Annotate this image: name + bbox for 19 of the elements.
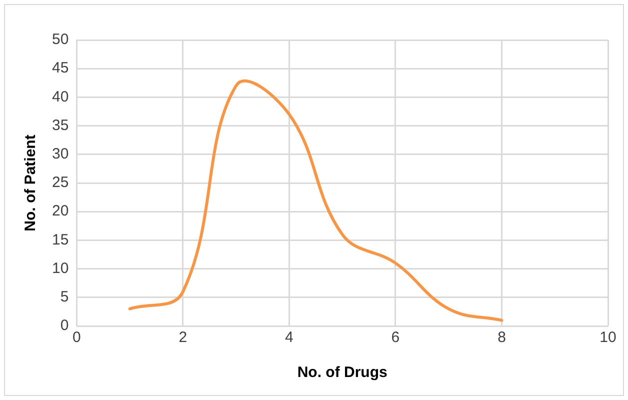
x-tick-label: 2 [178,329,188,346]
y-tick-label: 10 [52,260,69,277]
y-tick-label: 45 [52,60,69,77]
y-tick-label: 25 [52,174,69,192]
y-tick-label: 30 [52,146,69,163]
y-axis-title: No. of Patient [22,134,40,232]
x-tick-label: 4 [285,329,294,346]
x-axis-title: No. of Drugs [297,364,388,382]
y-tick-label: 15 [52,231,69,248]
y-tick-label: 0 [60,317,69,334]
y-tick-label: 35 [52,116,69,134]
y-tick-label: 5 [60,288,69,306]
y-tick-label: 20 [52,202,69,220]
x-tick-label: 6 [391,329,400,346]
y-tick-label: 50 [52,31,69,48]
y-tick-label: 40 [52,88,69,106]
x-tick-label: 10 [600,329,616,346]
x-tick-label: 0 [72,329,81,346]
x-tick-label: 8 [498,329,506,346]
